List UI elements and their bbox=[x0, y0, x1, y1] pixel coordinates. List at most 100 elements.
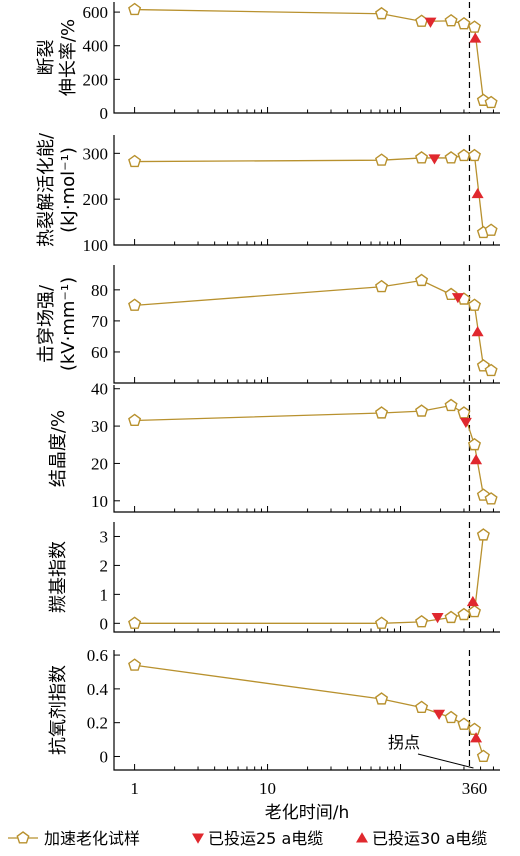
y-axis-label: 抗氧剂指数 bbox=[48, 665, 69, 755]
y-tick-label: 100 bbox=[83, 236, 109, 255]
y-axis-label: 断裂 bbox=[36, 40, 57, 76]
accelerated-point bbox=[128, 154, 142, 168]
accelerated-point bbox=[457, 607, 471, 621]
legend-pentagon-marker bbox=[16, 831, 30, 844]
legend-label: 已投运25 a电缆 bbox=[208, 829, 323, 848]
in-service-30a-point bbox=[469, 32, 482, 43]
in-service-30a-point bbox=[466, 595, 479, 607]
accelerated-point bbox=[415, 700, 429, 714]
accelerated-point bbox=[128, 298, 142, 311]
y-tick-label: 200 bbox=[83, 70, 109, 89]
accelerated-point bbox=[476, 528, 490, 541]
y-tick-label: 0.4 bbox=[87, 680, 109, 699]
in-service-25a-point bbox=[459, 417, 472, 429]
panel-5: 0 1 2 3 羰基指数 bbox=[48, 522, 500, 633]
accelerated-point bbox=[444, 610, 458, 624]
x-axis: 1 10 360 老化时间/h bbox=[130, 779, 487, 823]
x-tick-label: 10 bbox=[259, 779, 276, 798]
in-service-30a-point bbox=[471, 326, 484, 337]
accelerated-point bbox=[444, 710, 458, 724]
accelerated-point bbox=[415, 615, 429, 628]
legend-label: 已投运30 a电缆 bbox=[372, 829, 487, 848]
axis-frame bbox=[113, 2, 500, 114]
accelerated-point bbox=[476, 749, 490, 763]
y-tick-label: 70 bbox=[91, 312, 108, 331]
legend-label: 加速老化试样 bbox=[44, 829, 140, 848]
y-axis-label: 热裂解活化能/ bbox=[36, 132, 57, 247]
y-tick-label: 600 bbox=[83, 3, 109, 22]
y-tick-label: 10 bbox=[91, 492, 108, 511]
accelerated-point bbox=[467, 298, 482, 311]
y-tick-label: 0 bbox=[100, 104, 109, 123]
y-tick-label: 0.2 bbox=[87, 714, 108, 733]
x-tick-label: 1 bbox=[130, 779, 139, 798]
panel-3: 60 70 80 击穿场强/(kV·mm⁻¹) bbox=[36, 265, 500, 384]
y-tick-label: 80 bbox=[91, 281, 108, 300]
x-tick-label: 360 bbox=[462, 779, 488, 798]
y-axis-label: (kV·mm⁻¹) bbox=[58, 277, 79, 371]
accelerated-point bbox=[457, 16, 471, 30]
y-axis-label: 羰基指数 bbox=[48, 541, 69, 613]
y-tick-label: 60 bbox=[91, 343, 108, 362]
y-tick-label: 3 bbox=[100, 527, 109, 546]
accelerated-point bbox=[375, 153, 389, 166]
panel-1: 0 200 400 600 断裂 伸长率/% bbox=[36, 2, 500, 123]
y-axis-label: 击穿场强/ bbox=[36, 284, 57, 363]
in-service-25a-point bbox=[424, 17, 437, 28]
accelerated-point bbox=[444, 287, 458, 301]
accelerated-point bbox=[415, 273, 429, 287]
accelerated-point bbox=[128, 2, 142, 16]
y-tick-label: 0 bbox=[100, 747, 109, 766]
y-axis-label: 伸长率/% bbox=[58, 19, 79, 96]
accelerated-point bbox=[444, 151, 458, 164]
accelerated-series-line bbox=[134, 664, 485, 757]
accelerated-series-line bbox=[134, 404, 492, 500]
accelerated-point bbox=[444, 398, 458, 412]
accelerated-point bbox=[375, 6, 389, 20]
in-service-30a-point bbox=[471, 187, 484, 199]
y-tick-label: 30 bbox=[91, 417, 108, 436]
x-axis-label: 老化时间/h bbox=[265, 803, 350, 823]
accelerated-point bbox=[375, 406, 389, 419]
in-service-25a-point bbox=[451, 293, 464, 304]
y-tick-label: 0.6 bbox=[87, 646, 108, 665]
accelerated-point bbox=[128, 616, 142, 629]
y-tick-label: 20 bbox=[91, 454, 108, 473]
accelerated-point bbox=[457, 717, 471, 730]
accelerated-point bbox=[484, 492, 498, 505]
y-tick-label: 200 bbox=[83, 190, 109, 209]
y-tick-label: 300 bbox=[83, 144, 109, 163]
accelerated-point bbox=[444, 13, 458, 27]
legend: 加速老化试样 已投运25 a电缆 已投运30 a电缆 bbox=[8, 829, 487, 848]
annotation-leader bbox=[417, 753, 474, 769]
accelerated-point bbox=[375, 279, 389, 293]
y-tick-label: 2 bbox=[100, 556, 109, 575]
y-axis-label: 结晶度/% bbox=[48, 410, 69, 487]
accelerated-point bbox=[375, 692, 389, 705]
in-service-25a-point bbox=[431, 613, 444, 624]
accelerated-point bbox=[467, 20, 482, 33]
y-tick-label: 400 bbox=[83, 37, 109, 56]
y-tick-label: 1 bbox=[100, 585, 109, 604]
y-axis-label: (kJ·mol⁻¹) bbox=[58, 147, 79, 233]
accelerated-point bbox=[484, 363, 498, 377]
accelerated-point bbox=[467, 148, 482, 162]
accelerated-point bbox=[467, 437, 482, 451]
y-tick-label: 40 bbox=[91, 380, 108, 399]
legend-triangle-up-marker bbox=[356, 832, 368, 843]
in-service-30a-point bbox=[470, 732, 483, 743]
legend-triangle-down-marker bbox=[192, 833, 204, 844]
axis-frame bbox=[113, 135, 500, 246]
accelerated-point bbox=[467, 722, 482, 735]
accelerated-point bbox=[415, 404, 429, 417]
panel-4: 10 20 30 40 结晶度/% bbox=[48, 380, 500, 513]
accelerated-point bbox=[484, 223, 498, 236]
axis-frame bbox=[113, 265, 500, 384]
inflection-annotation: 拐点 bbox=[388, 733, 420, 752]
panel-6: 0 0.2 0.4 0.6 抗氧剂指数拐点 bbox=[48, 646, 500, 771]
accelerated-point bbox=[457, 148, 471, 162]
accelerated-point bbox=[484, 95, 498, 109]
accelerated-point bbox=[128, 658, 142, 671]
